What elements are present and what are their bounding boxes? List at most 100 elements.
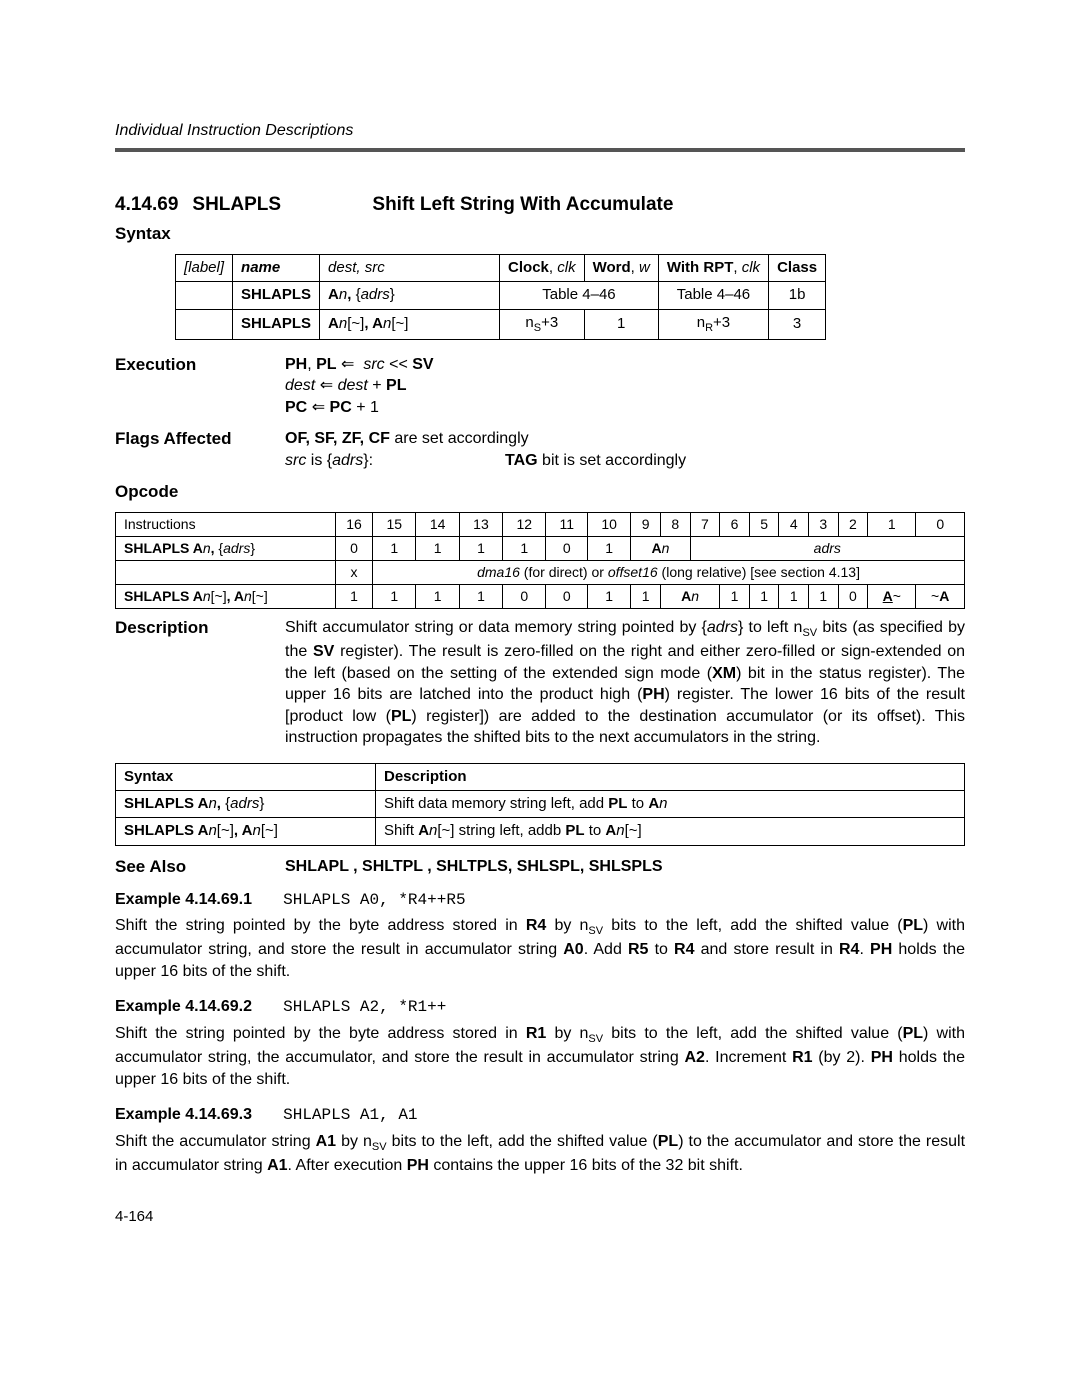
th-label: [label] (176, 255, 233, 282)
table-row: x dma16 (for direct) or offset16 (long r… (116, 561, 965, 585)
bit: 0 (916, 513, 965, 537)
cell: nS+3 (500, 309, 585, 339)
cell: 1 (416, 537, 459, 561)
example-title: Example 4.14.69.3 (115, 1106, 252, 1123)
cell: An, {adrs} (320, 282, 500, 309)
cell: 1 (336, 585, 373, 609)
th-dest: dest, src (320, 255, 500, 282)
cell: 1 (588, 537, 631, 561)
cell: 1 (584, 309, 658, 339)
cell: 1 (809, 585, 839, 609)
cell: nR+3 (658, 309, 768, 339)
cell: 0 (546, 585, 588, 609)
example-code: SHLAPLS A1, A1 (283, 1106, 417, 1124)
bit: 6 (720, 513, 750, 537)
th-name: name (233, 255, 320, 282)
cell: 3 (769, 309, 826, 339)
cell: 0 (838, 585, 868, 609)
table-row: SHLAPLS An, {adrs} 0 1 1 1 1 0 1 An adrs (116, 537, 965, 561)
table-row: SHLAPLS An, {adrs} Shift data memory str… (116, 791, 965, 818)
th-rpt: With RPT, clk (658, 255, 768, 282)
bit: 12 (503, 513, 546, 537)
example-code: SHLAPLS A2, *R1++ (283, 998, 446, 1016)
bit: 5 (749, 513, 779, 537)
bit: 16 (336, 513, 373, 537)
cell: An[~], An[~] (320, 309, 500, 339)
cell (176, 309, 233, 339)
bit: 15 (373, 513, 416, 537)
example-1: Example 4.14.69.1 SHLAPLS A0, *R4++R5 (115, 889, 965, 912)
cell: 1 (373, 585, 416, 609)
cell: Shift data memory string left, add PL to… (376, 791, 965, 818)
cell (116, 561, 336, 585)
flags-body: OF, SF, ZF, CF are set accordingly src i… (285, 428, 965, 471)
bit: 7 (690, 513, 720, 537)
cell: SHLAPLS An, {adrs} (116, 537, 336, 561)
bit: 10 (588, 513, 631, 537)
flags-label: Flags Affected (115, 428, 285, 471)
bit: 1 (868, 513, 916, 537)
seealso-label: See Also (115, 856, 285, 879)
cell: 0 (336, 537, 373, 561)
bit: 2 (838, 513, 868, 537)
cell (176, 282, 233, 309)
cell: 1b (769, 282, 826, 309)
bit: 3 (809, 513, 839, 537)
cell: 0 (503, 585, 546, 609)
bit: 11 (546, 513, 588, 537)
description-body: Shift accumulator string or data memory … (285, 617, 965, 749)
th-class: Class (769, 255, 826, 282)
example-body: Shift the string pointed by the byte add… (115, 915, 965, 982)
table-row: [label] name dest, src Clock, clk Word, … (176, 255, 826, 282)
cell: 1 (503, 537, 546, 561)
th-clock: Clock, clk (500, 255, 585, 282)
cell: 0 (546, 537, 588, 561)
table-row: Syntax Description (116, 763, 965, 790)
bit: 13 (459, 513, 502, 537)
running-header: Individual Instruction Descriptions (115, 120, 965, 148)
bit: 9 (631, 513, 661, 537)
table-row: SHLAPLS An, {adrs} Table 4–46 Table 4–46… (176, 282, 826, 309)
cell: 1 (416, 585, 459, 609)
th: Description (376, 763, 965, 790)
opcode-table: Instructions 16 15 14 13 12 11 10 9 8 7 … (115, 512, 965, 609)
opcode-heading: Opcode (115, 481, 965, 504)
cell: 1 (631, 585, 661, 609)
seealso-row: See Also SHLAPL , SHLTPL , SHLTPLS, SHLS… (115, 856, 965, 879)
page-number: 4-164 (115, 1207, 965, 1227)
th-word: Word, w (584, 255, 658, 282)
syntax-description-table: Syntax Description SHLAPLS An, {adrs} Sh… (115, 763, 965, 846)
table-row: SHLAPLS An[~], An[~] nS+3 1 nR+3 3 (176, 309, 826, 339)
syntax-table: [label] name dest, src Clock, clk Word, … (175, 254, 826, 339)
example-title: Example 4.14.69.2 (115, 998, 252, 1015)
cell: SHLAPLS (233, 282, 320, 309)
example-body: Shift the string pointed by the byte add… (115, 1023, 965, 1090)
execution-body: PH, PL ⇐ src << SV dest ⇐ dest + PL PC ⇐… (285, 354, 965, 419)
seealso-body: SHLAPL , SHLTPL , SHLTPLS, SHLSPL, SHLSP… (285, 856, 965, 879)
section-number: 4.14.69 (115, 192, 178, 218)
cell: adrs (690, 537, 964, 561)
header-rule (115, 148, 965, 152)
cell: x (336, 561, 373, 585)
cell: Table 4–46 (500, 282, 659, 309)
section-description: Shift Left String With Accumulate (372, 192, 673, 218)
bit: 14 (416, 513, 459, 537)
example-2: Example 4.14.69.2 SHLAPLS A2, *R1++ (115, 996, 965, 1019)
cell: SHLAPLS An[~], An[~] (116, 585, 336, 609)
section-mnemonic: SHLAPLS (192, 192, 372, 218)
bit: 8 (660, 513, 690, 537)
cell: A~ (868, 585, 916, 609)
cell: ~A (916, 585, 965, 609)
execution-row: Execution PH, PL ⇐ src << SV dest ⇐ dest… (115, 354, 965, 419)
cell: Table 4–46 (658, 282, 768, 309)
description-row: Description Shift accumulator string or … (115, 617, 965, 749)
example-3: Example 4.14.69.3 SHLAPLS A1, A1 (115, 1104, 965, 1127)
flags-row: Flags Affected OF, SF, ZF, CF are set ac… (115, 428, 965, 471)
cell: An (631, 537, 690, 561)
cell: Shift An[~] string left, addb PL to An[~… (376, 818, 965, 845)
execution-label: Execution (115, 354, 285, 419)
page: Individual Instruction Descriptions 4.14… (0, 0, 1080, 1397)
description-label: Description (115, 617, 285, 749)
cell: 1 (779, 585, 809, 609)
section-title: 4.14.69 SHLAPLS Shift Left String With A… (115, 192, 965, 218)
